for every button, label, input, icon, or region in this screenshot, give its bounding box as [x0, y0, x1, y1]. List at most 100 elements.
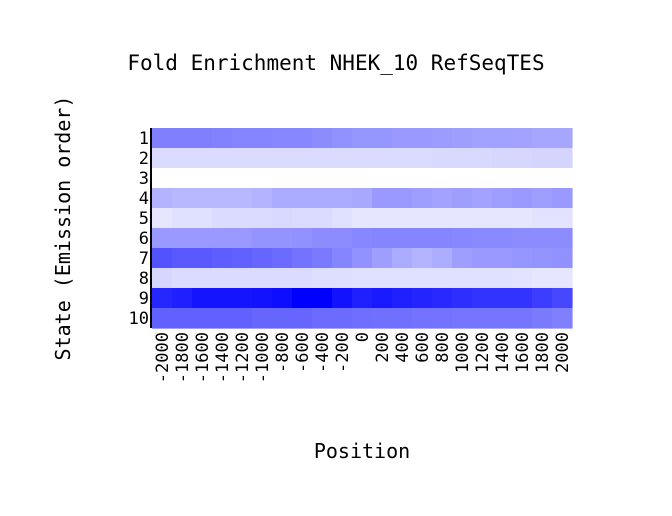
- heatmap-cell: [492, 248, 513, 269]
- heatmap-cell: [492, 208, 513, 229]
- x-tick-label: -1000: [253, 332, 273, 383]
- heatmap-cell: [512, 248, 533, 269]
- heatmap-cell: [452, 208, 473, 229]
- heatmap-cell: [392, 128, 413, 149]
- heatmap-cell: [192, 268, 213, 289]
- y-tick-label: 7: [139, 249, 149, 269]
- heatmap-cell: [432, 248, 453, 269]
- heatmap-cell: [252, 208, 273, 229]
- heatmap-cell: [532, 268, 553, 289]
- heatmap-cell: [152, 188, 173, 209]
- heatmap-cell: [332, 168, 353, 189]
- heatmap-cell: [172, 188, 193, 209]
- heatmap-cell: [512, 168, 533, 189]
- heatmap-cell: [512, 188, 533, 209]
- heatmap-cell: [332, 288, 353, 309]
- heatmap-cell: [332, 188, 353, 209]
- heatmap-cell: [292, 188, 313, 209]
- heatmap-cell: [292, 228, 313, 249]
- heatmap-cell: [372, 128, 393, 149]
- heatmap-cell: [392, 288, 413, 309]
- heatmap-cell: [292, 168, 313, 189]
- heatmap-cell: [412, 208, 433, 229]
- heatmap-cell: [412, 148, 433, 169]
- heatmap-cell: [432, 128, 453, 149]
- y-tick-label: 1: [139, 129, 149, 149]
- heatmap-cell: [552, 188, 573, 209]
- x-tick-label: -200: [333, 332, 353, 373]
- heatmap-cell: [312, 208, 333, 229]
- heatmap-cell: [392, 228, 413, 249]
- heatmap-cell: [372, 208, 393, 229]
- heatmap-cell: [412, 268, 433, 289]
- heatmap-cell: [312, 228, 333, 249]
- x-tick-label: -1200: [233, 332, 253, 383]
- x-tick-label: 200: [373, 332, 393, 363]
- heatmap-cell: [232, 148, 253, 169]
- heatmap-cell: [552, 248, 573, 269]
- heatmap-cell: [252, 188, 273, 209]
- heatmap-cell: [292, 268, 313, 289]
- heatmap-cell: [432, 208, 453, 229]
- y-tick-label: 2: [139, 149, 149, 169]
- heatmap-cell: [492, 228, 513, 249]
- heatmap-cell: [492, 308, 513, 329]
- heatmap-cell: [172, 268, 193, 289]
- heatmap-cell: [512, 308, 533, 329]
- heatmap-cell: [192, 308, 213, 329]
- heatmap-cell: [192, 248, 213, 269]
- heatmap-cell: [472, 248, 493, 269]
- heatmap-cell: [532, 128, 553, 149]
- heatmap-cell: [412, 188, 433, 209]
- heatmap-cell: [252, 288, 273, 309]
- heatmap-cell: [452, 308, 473, 329]
- x-axis-label: Position: [314, 439, 410, 463]
- heatmap-cell: [532, 228, 553, 249]
- heatmap-cell: [452, 188, 473, 209]
- heatmap-cell: [352, 148, 373, 169]
- x-tick-label: 800: [433, 332, 453, 363]
- heatmap-cell: [192, 148, 213, 169]
- heatmap-cell: [432, 188, 453, 209]
- heatmap-cell: [352, 248, 373, 269]
- heatmap-cell: [312, 188, 333, 209]
- heatmap-cell: [452, 168, 473, 189]
- heatmap-cell: [272, 268, 293, 289]
- heatmap-cell: [392, 308, 413, 329]
- heatmap-cell: [552, 288, 573, 309]
- heatmap-cell: [392, 208, 413, 229]
- heatmap-cell: [192, 168, 213, 189]
- heatmap-cell: [472, 128, 493, 149]
- heatmap-cell: [492, 148, 513, 169]
- heatmap-cell: [532, 248, 553, 269]
- heatmap-cell: [352, 288, 373, 309]
- heatmap-cell: [392, 188, 413, 209]
- heatmap-cell: [512, 288, 533, 309]
- heatmap-cell: [452, 148, 473, 169]
- heatmap-cell: [332, 128, 353, 149]
- x-tick-label: 600: [413, 332, 433, 363]
- heatmap-cell: [332, 268, 353, 289]
- heatmap-cell: [392, 268, 413, 289]
- heatmap-cell: [152, 208, 173, 229]
- heatmap-cell: [212, 168, 233, 189]
- heatmap-cell: [232, 128, 253, 149]
- heatmap-cell: [312, 168, 333, 189]
- y-tick-label: 6: [139, 229, 149, 249]
- heatmap-cell: [552, 228, 573, 249]
- heatmap-cell: [472, 168, 493, 189]
- y-tick-label: 4: [139, 189, 149, 209]
- heatmap-cell: [412, 288, 433, 309]
- heatmap-cell: [492, 168, 513, 189]
- heatmap-cell: [492, 188, 513, 209]
- heatmap-cell: [552, 168, 573, 189]
- heatmap-cell: [212, 288, 233, 309]
- heatmap-cell: [272, 168, 293, 189]
- heatmap-cell: [332, 248, 353, 269]
- heatmap-cell: [332, 228, 353, 249]
- x-tick-label: 1800: [533, 332, 553, 373]
- heatmap-cell: [212, 148, 233, 169]
- x-tick-label: -600: [293, 332, 313, 373]
- heatmap-cell: [312, 128, 333, 149]
